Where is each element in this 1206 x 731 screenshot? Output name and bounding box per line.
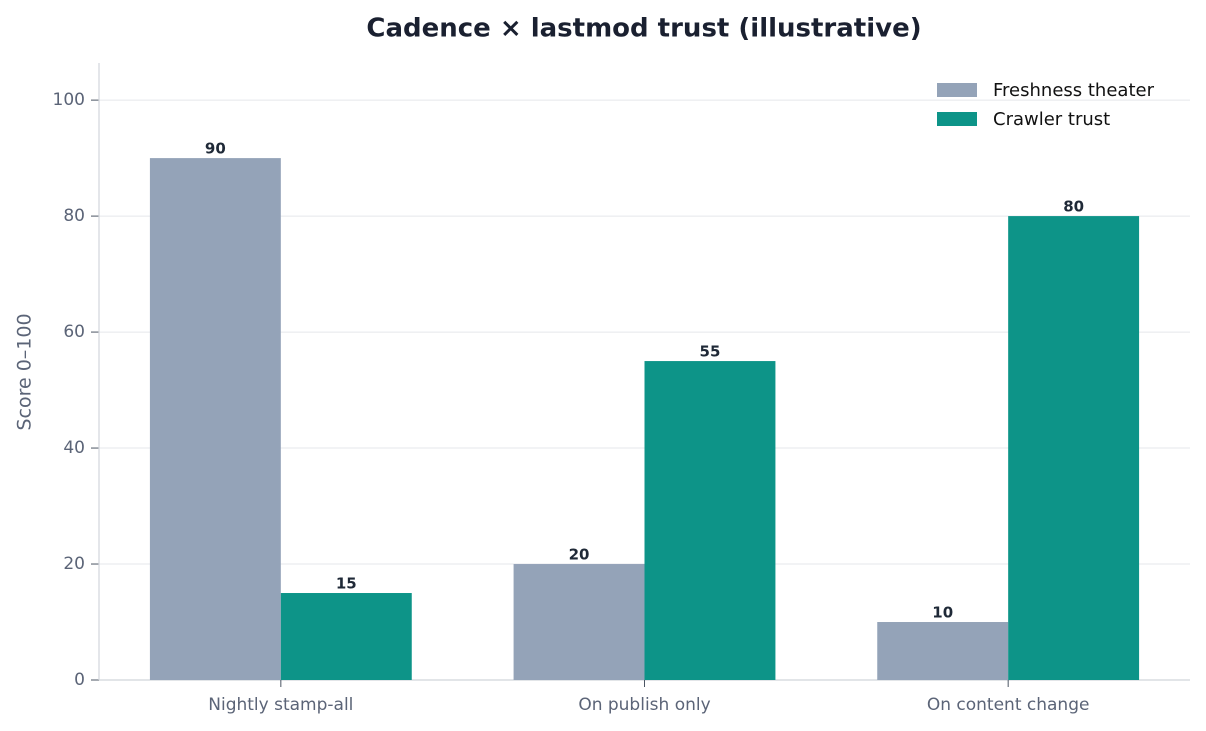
value-label: 55 xyxy=(700,343,721,361)
value-label: 90 xyxy=(205,140,226,158)
value-label: 10 xyxy=(932,604,953,622)
x-tick-label: Nightly stamp-all xyxy=(208,695,353,715)
legend-swatch xyxy=(937,112,977,126)
chart-title: Cadence × lastmod trust (illustrative) xyxy=(366,14,921,44)
value-label: 80 xyxy=(1063,198,1084,216)
y-tick-label: 0 xyxy=(74,670,85,690)
x-tick-label: On content change xyxy=(927,695,1090,715)
bar xyxy=(877,622,1009,680)
y-tick-label: 100 xyxy=(53,90,85,110)
x-tick-label: On publish only xyxy=(578,695,710,715)
bar xyxy=(513,564,645,680)
bar xyxy=(149,158,281,680)
value-label: 20 xyxy=(569,546,590,564)
y-tick-label: 60 xyxy=(63,322,85,342)
y-tick-label: 20 xyxy=(63,554,85,574)
y-tick-label: 40 xyxy=(63,438,85,458)
legend-label: Freshness theater xyxy=(993,80,1155,101)
y-tick-label: 80 xyxy=(63,206,85,226)
bar xyxy=(280,593,412,680)
value-label: 15 xyxy=(336,575,357,593)
bar xyxy=(644,361,776,680)
bar xyxy=(1008,216,1140,681)
legend-swatch xyxy=(937,83,977,97)
y-axis-label: Score 0–100 xyxy=(14,313,36,430)
legend-label: Crawler trust xyxy=(993,109,1110,130)
